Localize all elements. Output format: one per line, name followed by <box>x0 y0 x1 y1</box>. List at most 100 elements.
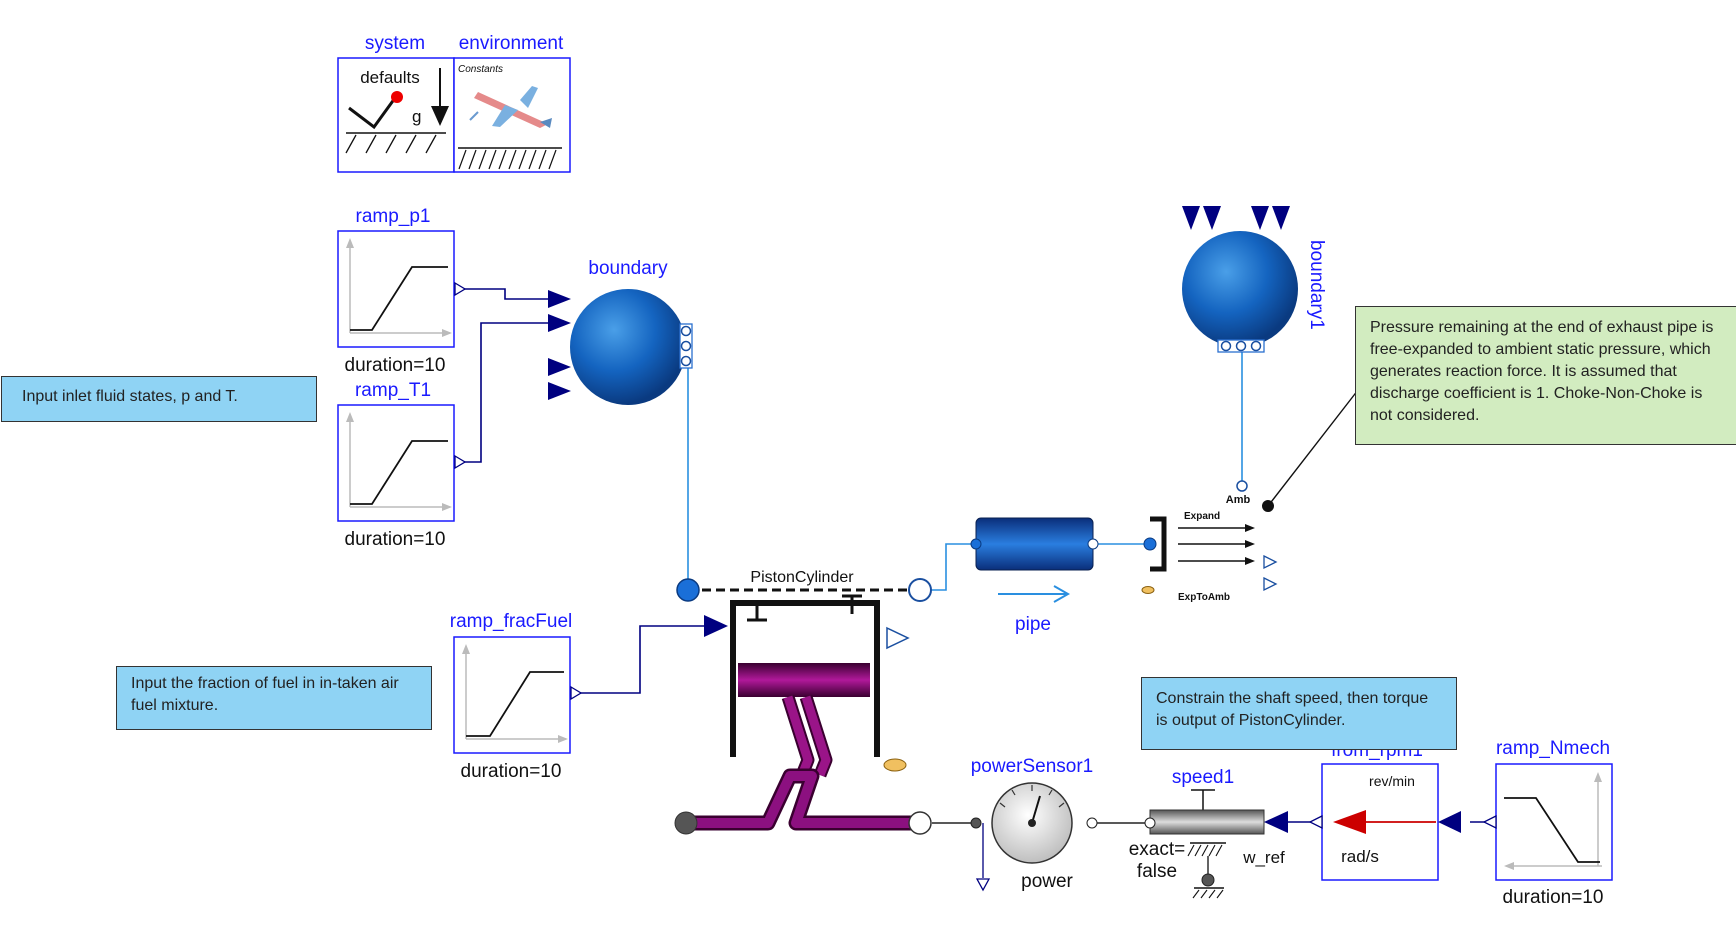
speed-exact-line2: false <box>1137 861 1177 882</box>
pipe-body-icon <box>975 517 1094 571</box>
ramp-fracfuel-curve-icon <box>466 671 564 737</box>
ramp-fracfuel-label: ramp_fracFuel <box>450 611 573 632</box>
boundary1-input-4-icon <box>1272 206 1290 230</box>
speed-input-icon <box>1264 811 1288 833</box>
environment-block[interactable]: environment Constants <box>453 33 571 173</box>
system-g-text: g <box>412 107 421 126</box>
exp-jet-arrows-icon <box>1178 527 1245 562</box>
ramp-fracfuel-block[interactable]: ramp_fracFuel duration=10 <box>450 611 583 782</box>
power-sensor-block[interactable]: powerSensor1 power <box>970 756 1098 892</box>
exp-nozzle-icon <box>1150 516 1167 572</box>
boundary-input-3-icon <box>548 358 571 376</box>
airplane-icon <box>469 86 552 128</box>
power-output-icon <box>975 878 991 892</box>
ramp-t1-to-boundary-line <box>461 322 548 463</box>
ground-hatch-icon <box>345 134 437 154</box>
speed-w-ref-text: w_ref <box>1242 848 1285 867</box>
boundary-sphere-icon <box>570 289 686 405</box>
piston-head-icon <box>738 663 870 697</box>
exp-output-2-icon <box>1263 576 1278 592</box>
boundary-input-p-icon <box>548 290 571 308</box>
piston-to-pipe-line <box>920 543 976 591</box>
note-pointer-line <box>1267 389 1359 507</box>
from-rpm-output-icon <box>1308 814 1323 830</box>
crankshaft-support-icon <box>674 811 698 835</box>
power-sensor-label: powerSensor1 <box>971 756 1094 777</box>
from-rpm-arrow-icon <box>1333 810 1366 834</box>
system-defaults-text: defaults <box>360 68 420 87</box>
piston-output-icon <box>886 626 910 650</box>
piston-fuel-input-icon <box>704 615 728 637</box>
ramp-t1-block[interactable]: ramp_T1 duration=10 <box>337 380 467 550</box>
ramp-nmech-curve-icon <box>1504 797 1600 863</box>
exp-expand-text: Expand <box>1184 511 1220 522</box>
environment-hatch-icon <box>458 149 557 170</box>
piston-label: PistonCylinder <box>750 569 854 586</box>
speed-label: speed1 <box>1172 767 1234 788</box>
piston-cylinder-block[interactable]: PistonCylinder <box>674 569 932 835</box>
ramp-p1-block[interactable]: ramp_p1 duration=10 <box>337 206 467 376</box>
from-rpm-input-icon <box>1438 811 1461 833</box>
exp-amb-text: Amb <box>1226 494 1251 506</box>
note-fuel-fraction: Input the fraction of fuel in in-taken a… <box>116 666 432 730</box>
boundary1-block[interactable]: boundary1 <box>1182 206 1327 353</box>
piston-heat-port-icon <box>883 758 907 772</box>
ramp-p1-duration: duration=10 <box>345 355 446 376</box>
boundary1-input-2-icon <box>1203 206 1221 230</box>
gravity-arrow-icon <box>431 106 449 126</box>
ramp-fracfuel-duration: duration=10 <box>461 761 562 782</box>
system-pendulum-icon <box>348 97 397 130</box>
exp-to-amb-block[interactable]: Expand ExpToAmb Amb <box>1141 480 1278 603</box>
boundary1-sphere-icon <box>1182 231 1298 347</box>
ramp-p1-output-icon <box>454 281 467 297</box>
piston-port-a-icon <box>676 578 700 602</box>
system-block[interactable]: system defaults g <box>337 33 455 173</box>
boundary-input-t-icon <box>548 314 571 332</box>
system-dot-icon <box>391 91 403 103</box>
ramp-nmech-block[interactable]: ramp_Nmech duration=10 <box>1482 738 1613 908</box>
from-rpm-top-text: rev/min <box>1369 773 1415 789</box>
speed-support-hatch-icon <box>1187 844 1223 857</box>
ramp-t1-duration: duration=10 <box>345 529 446 550</box>
from-rpm-block[interactable]: from_rpm1 rev/min rad/s <box>1308 740 1461 881</box>
pipe-label: pipe <box>1015 614 1051 635</box>
boundary-label: boundary <box>588 258 668 279</box>
ramp-p1-curve-icon <box>350 266 448 331</box>
ramp-t1-curve-icon <box>350 440 448 505</box>
pipe-block[interactable]: pipe <box>970 517 1099 635</box>
boundary-block[interactable]: boundary <box>548 258 693 405</box>
note-exhaust-pressure: Pressure remaining at the end of exhaust… <box>1355 306 1736 445</box>
ramp-p1-label: ramp_p1 <box>356 206 431 227</box>
power-output-label: power <box>1021 871 1073 892</box>
exp-heat-port-icon <box>1141 586 1155 594</box>
ramp-t1-label: ramp_T1 <box>355 380 431 401</box>
speed-exact-line1: exact= <box>1129 839 1186 860</box>
ramp-t1-output-icon <box>454 454 467 470</box>
ramp-fracfuel-output-icon <box>570 685 583 701</box>
ramp-nmech-label: ramp_Nmech <box>1496 738 1610 759</box>
from-rpm-bottom-text: rad/s <box>1341 847 1379 866</box>
system-label: system <box>365 33 425 54</box>
note-shaft-speed: Constrain the shaft speed, then torque i… <box>1141 677 1457 750</box>
crankshaft-flange-icon <box>908 811 932 835</box>
piston-port-b-icon <box>908 578 932 602</box>
boundary-input-4-icon <box>548 382 571 400</box>
note-pointer-dot <box>1262 500 1274 512</box>
exp-output-1-icon <box>1263 554 1278 570</box>
ramp-fracfuel-to-piston-line <box>576 625 704 694</box>
note-inlet-states: Input inlet fluid states, p and T. <box>1 376 317 422</box>
environment-constants-text: Constants <box>458 64 503 75</box>
boundary1-input-3-icon <box>1251 206 1269 230</box>
speed-support-icon <box>1201 873 1215 887</box>
speed-block[interactable]: speed1 exact= false w_ref <box>1129 767 1288 899</box>
ramp-p1-to-boundary-line <box>461 288 548 300</box>
connections <box>461 288 1492 824</box>
ramp-nmech-duration: duration=10 <box>1503 887 1604 908</box>
speed-shaft-icon <box>1149 809 1265 835</box>
exp-amb-port-icon <box>1236 480 1248 492</box>
environment-label: environment <box>459 33 564 54</box>
boundary1-label: boundary1 <box>1306 240 1327 330</box>
exp-name-text: ExpToAmb <box>1178 592 1230 603</box>
power-needle-icon <box>1031 795 1041 824</box>
